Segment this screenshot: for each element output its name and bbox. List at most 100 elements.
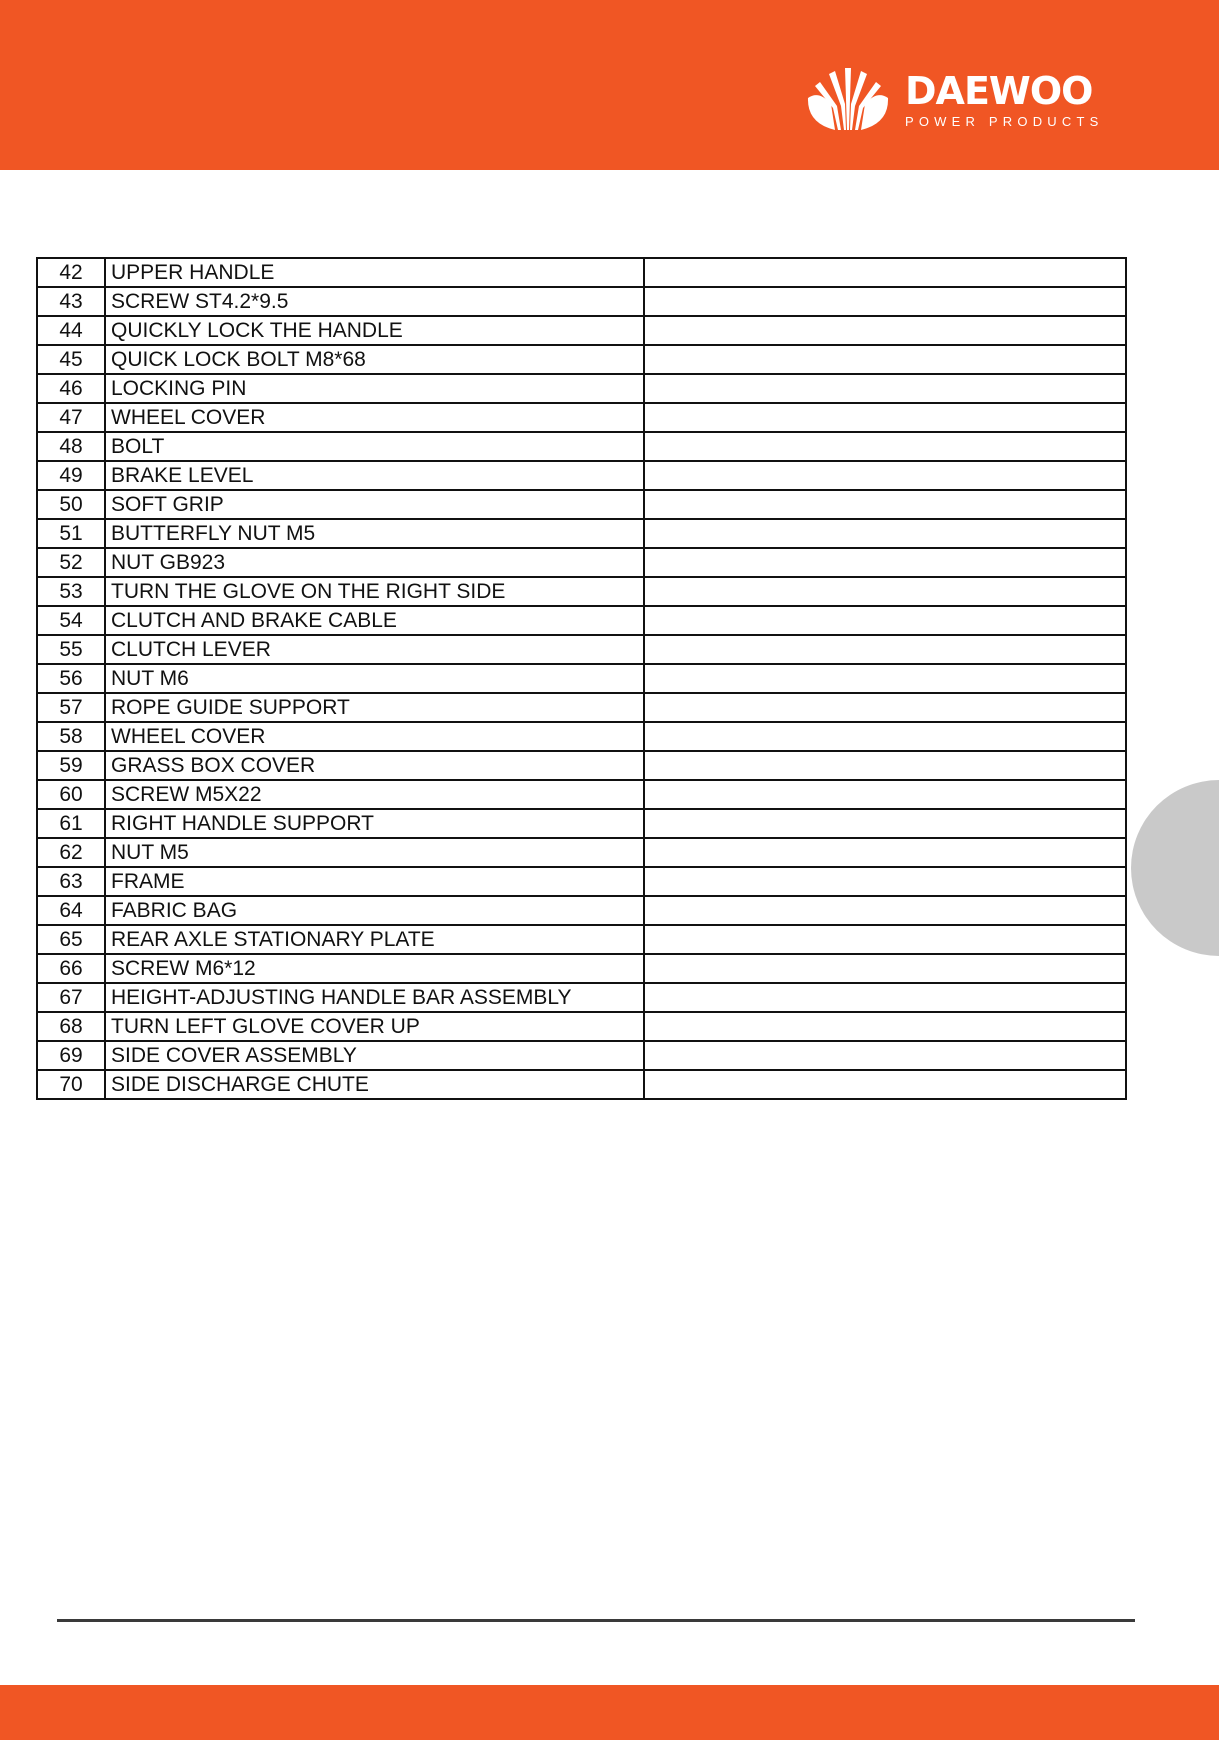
part-name: SCREW M6*12	[104, 953, 645, 984]
part-name: SOFT GRIP	[104, 489, 645, 520]
part-name: SCREW M5X22	[104, 779, 645, 810]
part-number: 55	[36, 634, 106, 665]
part-number: 65	[36, 924, 106, 955]
empty-cell	[643, 808, 1127, 839]
empty-cell	[643, 895, 1127, 926]
part-name: WHEEL COVER	[104, 402, 645, 433]
part-number: 58	[36, 721, 106, 752]
table-row: 62 NUT M5	[36, 837, 1127, 868]
part-name: SIDE COVER ASSEMBLY	[104, 1040, 645, 1071]
part-number: 52	[36, 547, 106, 578]
part-name: TURN THE GLOVE ON THE RIGHT SIDE	[104, 576, 645, 607]
part-name: NUT M6	[104, 663, 645, 694]
part-name: BRAKE LEVEL	[104, 460, 645, 491]
part-name: ROPE GUIDE SUPPORT	[104, 692, 645, 723]
part-number: 47	[36, 402, 106, 433]
part-number: 50	[36, 489, 106, 520]
empty-cell	[643, 547, 1127, 578]
brand-name: DAEWOO	[905, 68, 1093, 113]
table-row: 42 UPPER HANDLE	[36, 257, 1127, 288]
table-row: 44 QUICKLY LOCK THE HANDLE	[36, 315, 1127, 346]
part-number: 61	[36, 808, 106, 839]
part-name: FRAME	[104, 866, 645, 897]
part-number: 68	[36, 1011, 106, 1042]
table-row: 56 NUT M6	[36, 663, 1127, 694]
empty-cell	[643, 402, 1127, 433]
part-number: 56	[36, 663, 106, 694]
part-name: RIGHT HANDLE SUPPORT	[104, 808, 645, 839]
table-row: 66 SCREW M6*12	[36, 953, 1127, 984]
part-number: 57	[36, 692, 106, 723]
table-row: 49 BRAKE LEVEL	[36, 460, 1127, 491]
table-row: 61 RIGHT HANDLE SUPPORT	[36, 808, 1127, 839]
part-number: 63	[36, 866, 106, 897]
footer-rule	[57, 1619, 1135, 1622]
table-row: 59 GRASS BOX COVER	[36, 750, 1127, 781]
part-number: 59	[36, 750, 106, 781]
part-number: 70	[36, 1069, 106, 1100]
part-number: 45	[36, 344, 106, 375]
part-number: 60	[36, 779, 106, 810]
part-name: GRASS BOX COVER	[104, 750, 645, 781]
table-row: 64 FABRIC BAG	[36, 895, 1127, 926]
table-row: 43 SCREW ST4.2*9.5	[36, 286, 1127, 317]
table-row: 58 WHEEL COVER	[36, 721, 1127, 752]
part-number: 64	[36, 895, 106, 926]
empty-cell	[643, 779, 1127, 810]
part-number: 42	[36, 257, 106, 288]
empty-cell	[643, 866, 1127, 897]
parts-table: 42 UPPER HANDLE 43 SCREW ST4.2*9.5 44 QUICKLY…	[36, 257, 1127, 1100]
empty-cell	[643, 1011, 1127, 1042]
part-name: WHEEL COVER	[104, 721, 645, 752]
table-row: 68 TURN LEFT GLOVE COVER UP	[36, 1011, 1127, 1042]
part-name: QUICK LOCK BOLT M8*68	[104, 344, 645, 375]
empty-cell	[643, 257, 1127, 288]
part-number: 48	[36, 431, 106, 462]
part-name: BOLT	[104, 431, 645, 462]
page-header: DAEWOO POWER PRODUCTS	[0, 0, 1219, 170]
part-number: 62	[36, 837, 106, 868]
part-number: 54	[36, 605, 106, 636]
empty-cell	[643, 837, 1127, 868]
part-name: CLUTCH LEVER	[104, 634, 645, 665]
empty-cell	[643, 924, 1127, 955]
daewoo-fan-icon	[807, 68, 889, 130]
part-number: 46	[36, 373, 106, 404]
table-row: 46 LOCKING PIN	[36, 373, 1127, 404]
part-number: 69	[36, 1040, 106, 1071]
empty-cell	[643, 634, 1127, 665]
empty-cell	[643, 721, 1127, 752]
part-number: 67	[36, 982, 106, 1013]
part-number: 43	[36, 286, 106, 317]
brand-tagline: POWER PRODUCTS	[905, 113, 1104, 129]
part-name: TURN LEFT GLOVE COVER UP	[104, 1011, 645, 1042]
part-number: 53	[36, 576, 106, 607]
empty-cell	[643, 692, 1127, 723]
part-number: 49	[36, 460, 106, 491]
table-row: 45 QUICK LOCK BOLT M8*68	[36, 344, 1127, 375]
table-row: 70 SIDE DISCHARGE CHUTE	[36, 1069, 1127, 1100]
empty-cell	[643, 750, 1127, 781]
part-name: NUT M5	[104, 837, 645, 868]
part-name: HEIGHT-ADJUSTING HANDLE BAR ASSEMBLY	[104, 982, 645, 1013]
part-name: SCREW ST4.2*9.5	[104, 286, 645, 317]
empty-cell	[643, 663, 1127, 694]
empty-cell	[643, 431, 1127, 462]
empty-cell	[643, 982, 1127, 1013]
empty-cell	[643, 489, 1127, 520]
table-row: 55 CLUTCH LEVER	[36, 634, 1127, 665]
part-name: SIDE DISCHARGE CHUTE	[104, 1069, 645, 1100]
empty-cell	[643, 1040, 1127, 1071]
table-row: 69 SIDE COVER ASSEMBLY	[36, 1040, 1127, 1071]
part-name: CLUTCH AND BRAKE CABLE	[104, 605, 645, 636]
table-row: 50 SOFT GRIP	[36, 489, 1127, 520]
table-row: 48 BOLT	[36, 431, 1127, 462]
empty-cell	[643, 1069, 1127, 1100]
page-tab-marker	[1131, 780, 1219, 956]
table-row: 51 BUTTERFLY NUT M5	[36, 518, 1127, 549]
daewoo-logo: DAEWOO POWER PRODUCTS	[805, 68, 1103, 132]
table-row: 52 NUT GB923	[36, 547, 1127, 578]
table-row: 67 HEIGHT-ADJUSTING HANDLE BAR ASSEMBLY	[36, 982, 1127, 1013]
part-name: QUICKLY LOCK THE HANDLE	[104, 315, 645, 346]
page-footer	[0, 1685, 1219, 1740]
